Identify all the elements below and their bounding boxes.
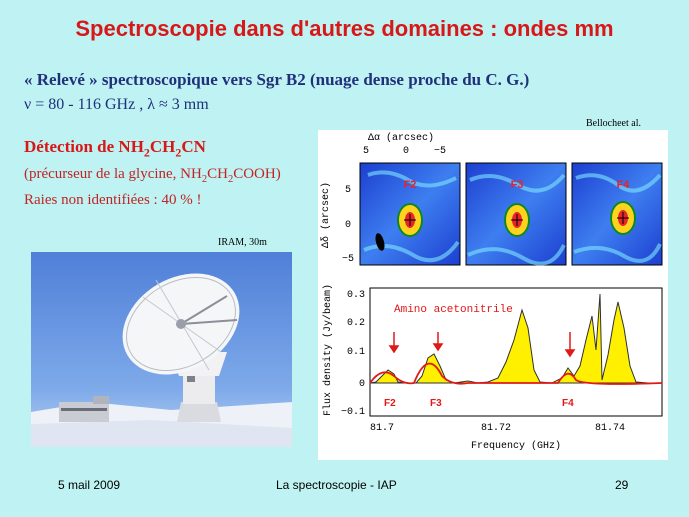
amino-acetonitrile-label: Amino acetonitrile [394,304,513,316]
x-tick: 81.72 [481,423,511,434]
map-panel-f4: F4 [571,162,663,266]
y-tick: 0.2 [347,318,365,329]
detection-heading: Détection de NH2CH2CN [24,137,206,160]
ra-tick: −5 [434,146,446,157]
map-label-f3: F3 [511,179,524,191]
map-label-f4: F4 [617,179,631,191]
spectrum-observed [369,293,662,384]
page-number: 29 [615,478,629,492]
arrow-marker-f4 [564,332,576,358]
x-tick: 81.7 [370,423,394,434]
line-label-f4: F4 [562,398,574,409]
dec-tick: 5 [345,185,351,196]
detection-prefix: Détection de [24,137,119,156]
footer-title: La spectroscopie - IAP [276,478,397,492]
line-label-f2: F2 [384,398,396,409]
slide-title: Spectroscopie dans d'autres domaines : o… [75,16,614,41]
dec-tick: −5 [342,254,354,265]
x-tick: 81.74 [595,423,625,434]
map-panel-f3: F3 [465,162,567,266]
telescope-illustration [31,273,292,447]
figure-credit: Bellocheet al. [586,118,641,129]
spectrum-y-label: Flux density (Jy/beam) [322,284,334,416]
photo-caption: IRAM, 30m [218,237,267,248]
ra-tick: 5 [363,146,369,157]
footer-date: 5 mail 2009 [58,478,121,492]
y-tick: 0.1 [347,347,365,358]
detection-molecule: NH2CH2CN [118,137,206,160]
spectrum-model [369,362,663,385]
spectrum-figure-canvas: Δα (arcsec) 5 0 −5 Δδ (arcsec) 5 0 −5 F2… [320,132,663,452]
line-label-f3: F3 [430,398,442,409]
ra-tick: 0 [403,146,409,157]
dec-tick: 0 [345,220,351,231]
spectrum-x-label: Frequency (GHz) [471,440,561,452]
map-panel-f2: F2 [359,162,461,266]
arrow-marker-f3 [432,332,444,352]
survey-description: « Relevé » spectroscopique vers Sgr B2 (… [24,70,530,89]
map-label-f2: F2 [404,179,417,191]
y-tick: −0.1 [341,407,365,418]
y-tick: 0.3 [347,290,365,301]
y-tick: 0 [359,379,365,390]
spectrum-figure: Δα (arcsec) 5 0 −5 Δδ (arcsec) 5 0 −5 F2… [318,130,668,460]
telescope-photo [31,252,292,447]
unidentified-lines-note: Raies non identifiées : 40 % ! [24,192,202,208]
dec-axis-label: Δδ (arcsec) [320,182,332,248]
glycine-precursor-note: (précurseur de la glycine, NH2CH2COOH) [24,166,281,185]
arrow-marker-f2 [388,332,400,354]
ra-axis-label: Δα (arcsec) [368,132,434,144]
frequency-range: ν = 80 - 116 GHz , λ ≈ 3 mm [24,96,209,113]
